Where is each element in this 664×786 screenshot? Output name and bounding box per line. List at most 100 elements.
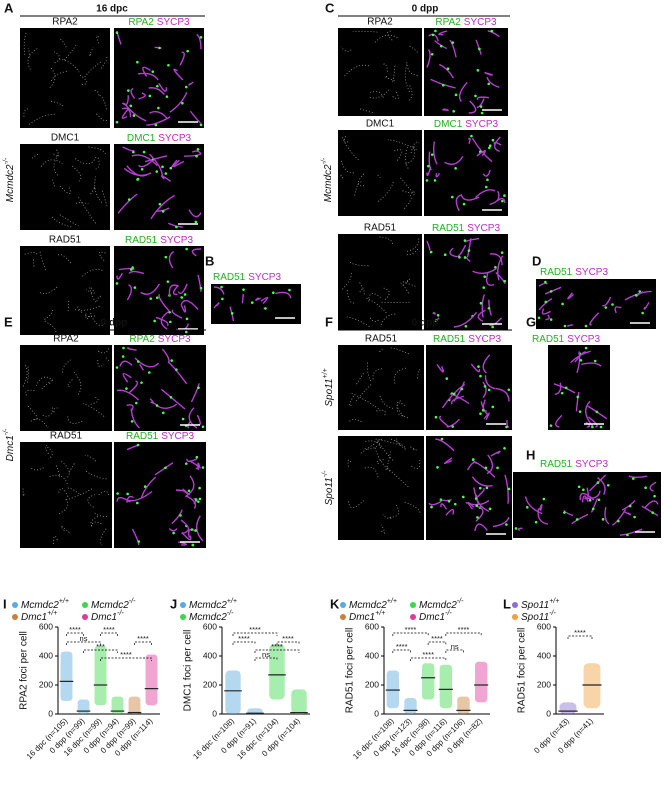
focus xyxy=(454,93,458,97)
chromosome-axis xyxy=(87,494,95,508)
genotype-sup: -/- xyxy=(322,470,329,477)
dot-spread xyxy=(269,644,285,700)
chromosome-axis xyxy=(384,75,395,82)
chromosome-axis xyxy=(480,401,489,416)
focus xyxy=(125,387,128,390)
image-background xyxy=(338,345,424,430)
focus xyxy=(479,301,483,305)
chromosome-axis xyxy=(84,60,103,78)
chromosome-axis xyxy=(149,398,155,404)
focus xyxy=(477,365,480,368)
chromosome-axis xyxy=(408,85,413,102)
focus xyxy=(487,388,491,392)
panel-title: 0 dpp xyxy=(101,318,128,329)
chromosome-axis xyxy=(49,474,69,487)
panel-letter: E xyxy=(4,314,13,329)
chromosome-axis xyxy=(180,304,186,313)
chromosome-axis xyxy=(181,531,192,541)
chromosome-axis xyxy=(538,503,543,512)
chromosome-axis xyxy=(444,457,453,465)
chromosome-axis xyxy=(581,362,602,367)
chromosome-axis xyxy=(579,492,595,501)
focus xyxy=(479,412,482,415)
image-background xyxy=(513,472,661,538)
chromosome-axis xyxy=(471,137,493,163)
chromosome-axis xyxy=(58,488,69,497)
channel-magenta: SYCP3 xyxy=(160,235,193,246)
image-background xyxy=(114,345,206,431)
chromosome-axis xyxy=(188,81,194,86)
focus xyxy=(194,529,197,532)
chromosome-axis xyxy=(432,311,437,315)
legend-marker xyxy=(180,602,186,608)
chromosome-axis xyxy=(490,450,501,457)
channel-image xyxy=(20,144,110,230)
chromosome-axis xyxy=(116,389,140,401)
chromosome-axis xyxy=(428,500,442,506)
chromosome-axis xyxy=(476,150,486,157)
chromosome-axis xyxy=(77,306,82,313)
focus xyxy=(190,528,194,531)
image-background xyxy=(338,436,424,540)
legend-label: Mcmdc2-/- xyxy=(419,598,464,611)
legend-marker xyxy=(12,602,18,608)
chromosome-axis xyxy=(160,310,170,330)
channel-image xyxy=(338,234,422,330)
significance-bracket xyxy=(100,657,152,661)
legend-label: Dmc1+/+ xyxy=(21,610,57,623)
significance-label: **** xyxy=(405,625,417,634)
focus xyxy=(436,466,439,469)
chromosome-axis xyxy=(179,51,185,66)
focus xyxy=(151,70,155,73)
focus xyxy=(436,314,440,317)
chromosome-axis xyxy=(85,287,95,294)
channel-label: RAD51 xyxy=(50,431,83,442)
focus xyxy=(503,279,506,283)
chromosome-axis xyxy=(53,154,59,177)
chromosome-axis xyxy=(340,46,352,52)
panel-letter: L xyxy=(503,596,511,611)
chromosome-axis xyxy=(449,247,458,258)
focus xyxy=(433,179,437,182)
focus xyxy=(486,178,489,182)
significance-bracket xyxy=(445,632,482,636)
chromosome-axis xyxy=(75,305,102,311)
focus xyxy=(611,303,614,306)
focus xyxy=(161,411,165,415)
chromosome-axis xyxy=(90,396,99,405)
focus xyxy=(461,495,465,499)
chromosome-axis xyxy=(348,395,354,407)
image-background xyxy=(20,442,112,548)
focus xyxy=(534,520,538,524)
chromosome-axis xyxy=(442,108,449,111)
focus xyxy=(476,516,479,519)
chromosome-axis xyxy=(481,294,486,318)
merge-image xyxy=(114,246,204,335)
y-tick-label: 400 xyxy=(537,650,551,660)
significance-label: **** xyxy=(249,625,261,634)
significance-label: **** xyxy=(271,642,283,651)
chromosome-axis xyxy=(121,107,132,118)
focus xyxy=(591,507,595,511)
image-background xyxy=(20,28,110,128)
chromosome-axis xyxy=(467,461,478,471)
focus xyxy=(607,483,610,487)
focus xyxy=(471,458,475,461)
legend-label: Dmc1-/- xyxy=(419,610,452,623)
chromosome-axis xyxy=(472,267,497,275)
chromosome-axis xyxy=(482,354,491,374)
focus xyxy=(496,466,499,470)
chromosome-axis xyxy=(484,375,496,390)
chromosome-axis xyxy=(106,357,110,363)
focus xyxy=(158,202,162,206)
dot-spread xyxy=(559,702,577,714)
channel-magenta: SYCP3 xyxy=(567,334,600,345)
chromosome-axis xyxy=(489,253,503,266)
chromosome-axis xyxy=(446,418,461,428)
focus xyxy=(194,220,198,224)
chromosome-axis xyxy=(38,286,58,294)
chromosome-axis xyxy=(597,476,606,495)
legend-sup: +/+ xyxy=(387,598,397,605)
focus xyxy=(463,239,467,242)
chromosome-axis xyxy=(476,488,485,498)
